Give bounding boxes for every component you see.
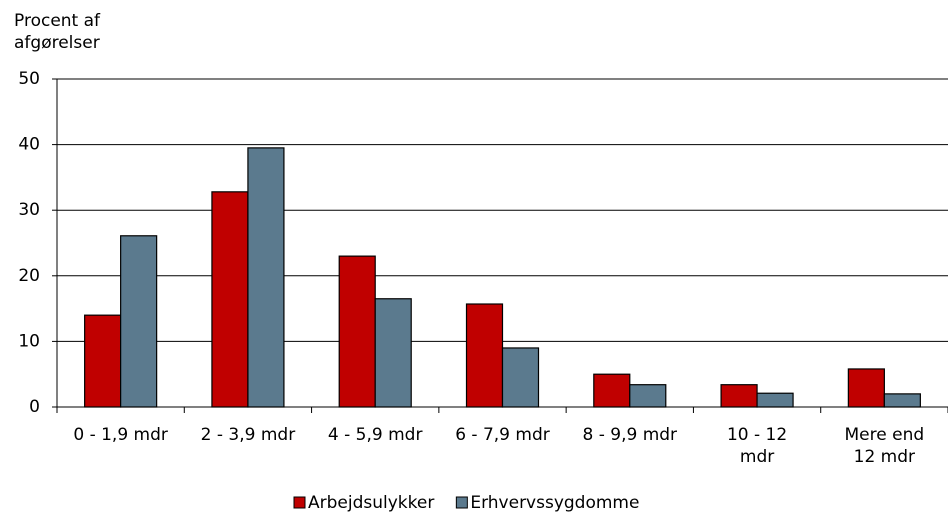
bar xyxy=(593,373,631,408)
bar xyxy=(720,384,758,408)
y-tick-label: 30 xyxy=(18,200,40,220)
bar xyxy=(338,255,376,408)
bar xyxy=(847,368,885,408)
bar xyxy=(211,191,249,408)
bar xyxy=(465,303,504,408)
y-tick-label: 50 xyxy=(18,69,40,89)
y-axis-title: Procent af afgørelser xyxy=(14,11,101,53)
bar xyxy=(756,392,794,408)
x-tick-label: 2 - 3,9 mdr xyxy=(200,425,296,445)
x-tick-label: 4 - 5,9 mdr xyxy=(327,425,423,445)
y-tick-label: 10 xyxy=(18,331,40,351)
x-tick-label: Mere end 12 mdr xyxy=(844,425,925,467)
x-tick-label: 0 - 1,9 mdr xyxy=(73,425,168,445)
y-tick-label: 20 xyxy=(18,266,40,286)
bar xyxy=(374,298,412,408)
legend-label: Erhvervssygdomme xyxy=(470,493,639,513)
bar xyxy=(120,235,158,408)
x-tick-label: 6 - 7,9 mdr xyxy=(455,425,550,445)
bar xyxy=(883,393,921,408)
legend-swatch xyxy=(293,496,306,509)
bar xyxy=(247,147,285,408)
x-tick-label: 10 - 12 mdr xyxy=(726,425,788,467)
bar xyxy=(501,347,540,408)
y-tick-label: 40 xyxy=(18,135,40,155)
x-tick-label: 8 - 9,9 mdr xyxy=(582,425,678,445)
bar xyxy=(84,314,122,408)
legend-swatch xyxy=(455,496,468,509)
bar xyxy=(629,384,667,408)
y-tick-label: 0 xyxy=(29,397,40,417)
legend-label: Arbejdsulykker xyxy=(308,493,434,513)
